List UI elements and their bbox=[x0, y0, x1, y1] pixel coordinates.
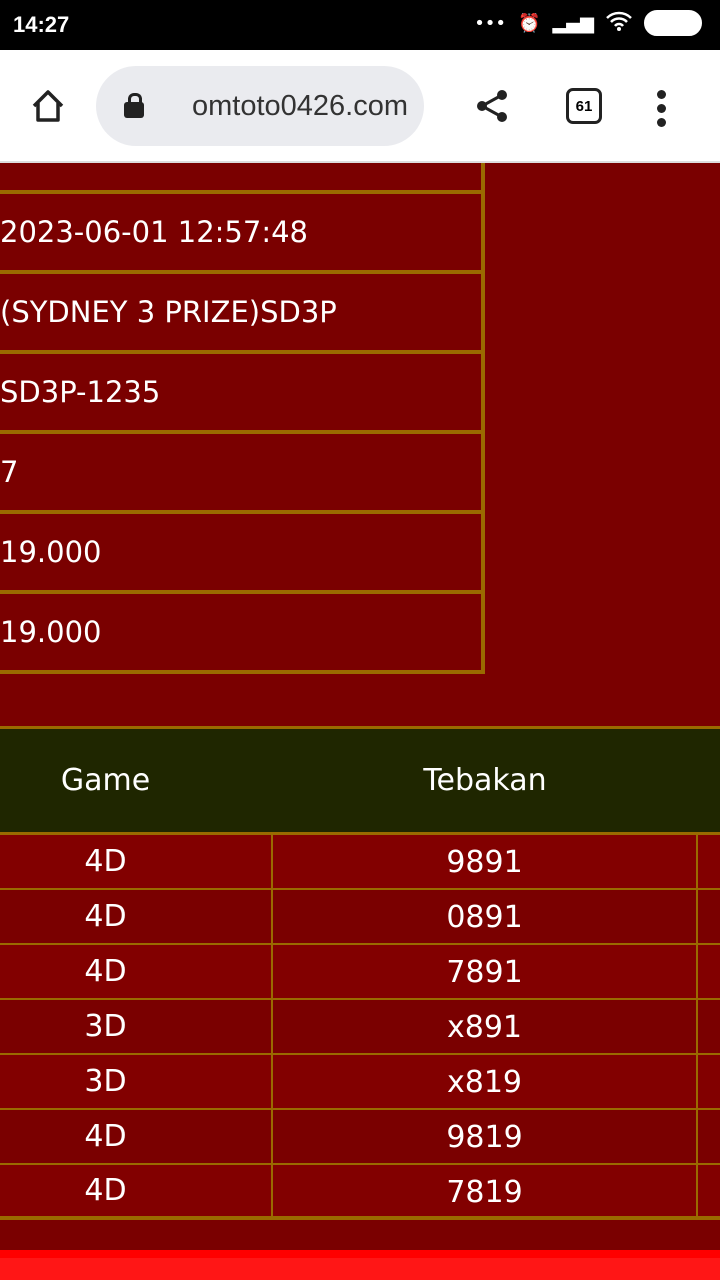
info-date: 2023-06-01 12:57:48 bbox=[0, 190, 481, 270]
cell-guess: 9819 bbox=[271, 1110, 698, 1165]
url-bar[interactable]: omtoto0426.com bbox=[96, 66, 424, 146]
cell-game: 4D bbox=[84, 954, 127, 989]
signal-icon: ▂▄▆ bbox=[552, 12, 594, 34]
info-table: 2023-06-01 12:57:48 (SYDNEY 3 PRIZE)SD3P… bbox=[0, 163, 485, 674]
table-row: 4D 7891 bbox=[0, 945, 720, 1000]
cell-guess: 9891 bbox=[271, 835, 698, 890]
tabs-button[interactable]: 61 bbox=[566, 88, 602, 124]
battery-icon: 45 bbox=[644, 10, 702, 36]
cell-guess: x891 bbox=[271, 1000, 698, 1055]
cell-guess: 7891 bbox=[271, 945, 698, 1000]
table-header: Game Tebakan bbox=[0, 729, 720, 835]
cell-guess: 7819 bbox=[271, 1165, 698, 1220]
share-icon[interactable] bbox=[474, 88, 510, 124]
battery-level: 45 bbox=[664, 14, 682, 31]
footer-band bbox=[0, 1250, 720, 1280]
table-row: 3D x891 bbox=[0, 1000, 720, 1055]
cell-game: 4D bbox=[84, 899, 127, 934]
status-time: 14:27 bbox=[13, 12, 70, 37]
header-guess: Tebakan bbox=[423, 763, 547, 798]
info-amount: 19.000 bbox=[0, 510, 481, 590]
lock-icon bbox=[124, 93, 144, 118]
table-row: 4D 9819 bbox=[0, 1110, 720, 1165]
cell-game: 3D bbox=[84, 1064, 127, 1099]
cell-game: 3D bbox=[84, 1009, 127, 1044]
cell-guess: x819 bbox=[271, 1055, 698, 1110]
info-total: 19.000 bbox=[0, 590, 481, 670]
menu-icon[interactable] bbox=[657, 90, 669, 132]
info-period: SD3P-1235 bbox=[0, 350, 481, 430]
header-game: Game bbox=[60, 763, 151, 798]
bets-table: Game Tebakan 4D 9891 4D 0891 4D 7891 3D x891 3D x… bbox=[0, 726, 720, 1220]
cell-game: 4D bbox=[84, 844, 127, 879]
cell-guess: 0891 bbox=[271, 890, 698, 945]
status-bar: 14:27 ••• ⏰ ▂▄▆ 45 bbox=[0, 0, 720, 50]
table-row: 4D 0891 bbox=[0, 890, 720, 945]
info-market: (SYDNEY 3 PRIZE)SD3P bbox=[0, 270, 481, 350]
alarm-icon: ⏰ bbox=[518, 12, 541, 34]
table-row: 4D 7819 bbox=[0, 1165, 720, 1220]
more-dots-icon: ••• bbox=[474, 12, 507, 34]
info-row bbox=[0, 163, 481, 190]
info-count: 7 bbox=[0, 430, 481, 510]
cell-game: 4D bbox=[84, 1119, 127, 1154]
table-row: 4D 9891 bbox=[0, 835, 720, 890]
url-text: omtoto0426.com bbox=[191, 89, 408, 122]
home-icon[interactable] bbox=[28, 86, 68, 126]
browser-toolbar: omtoto0426.com 61 bbox=[0, 50, 720, 163]
table-row: 3D x819 bbox=[0, 1055, 720, 1110]
wifi-icon bbox=[606, 11, 632, 36]
cell-game: 4D bbox=[84, 1173, 127, 1208]
